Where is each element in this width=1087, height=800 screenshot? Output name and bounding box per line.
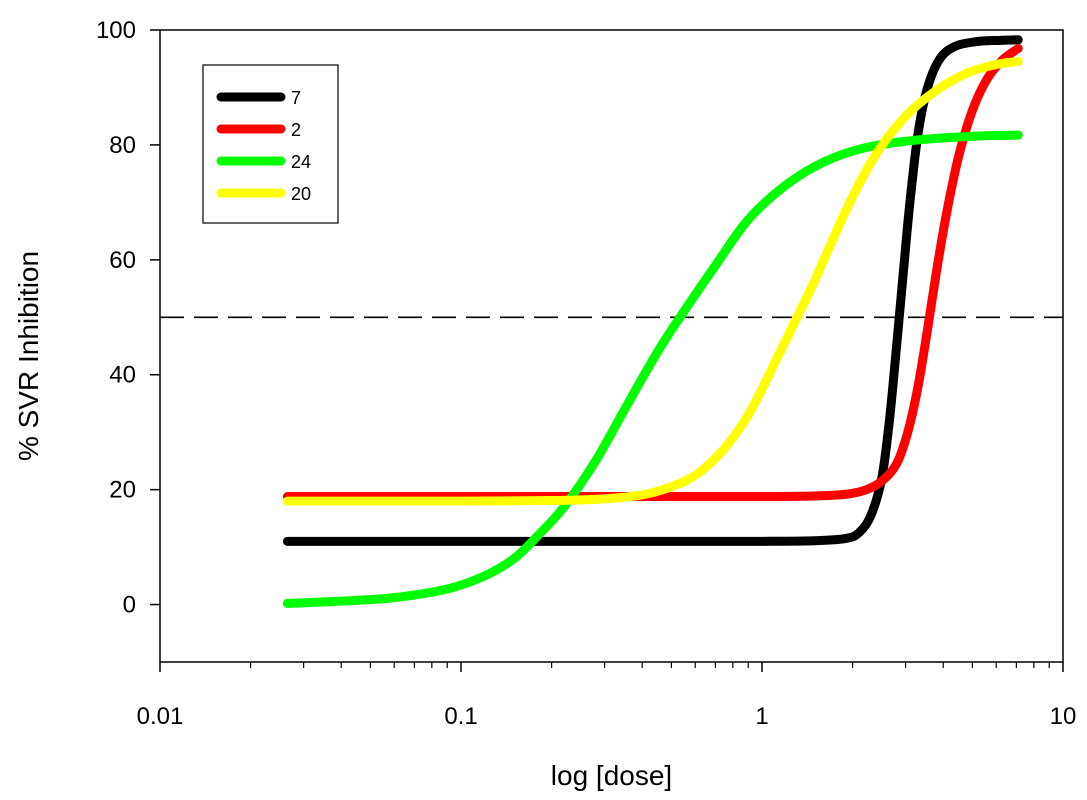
y-tick-label: 0	[123, 592, 136, 619]
legend-box	[202, 64, 339, 224]
legend: 7 2 24 20	[202, 64, 339, 224]
x-tick-label: 1	[755, 703, 768, 730]
legend-label-2: 2	[291, 120, 301, 140]
x-tick-label: 10	[1050, 703, 1077, 730]
y-tick-label: 20	[109, 477, 136, 504]
plot-area	[159, 29, 1064, 663]
y-tick-label: 40	[109, 362, 136, 389]
legend-label-24: 24	[291, 152, 311, 172]
series-line-20	[282, 57, 1023, 506]
legend-label-7: 7	[291, 88, 301, 108]
series-line-24	[282, 130, 1023, 608]
y-tick-label: 80	[109, 132, 136, 159]
x-tick-label: 0.1	[444, 703, 477, 730]
x-tick-label: 0.01	[137, 703, 184, 730]
plot-frame	[159, 29, 1064, 663]
y-tick-label: 60	[109, 247, 136, 274]
series-layer	[282, 35, 1023, 608]
x-axis-title: log [dose]	[551, 760, 672, 791]
axes: 0 20 40 60 80 100 0.01 0.1 1 10	[96, 17, 1076, 730]
y-tick-label: 100	[96, 17, 136, 44]
legend-label-20: 20	[291, 184, 311, 204]
y-axis-title: % SVR Inhibition	[13, 251, 44, 461]
